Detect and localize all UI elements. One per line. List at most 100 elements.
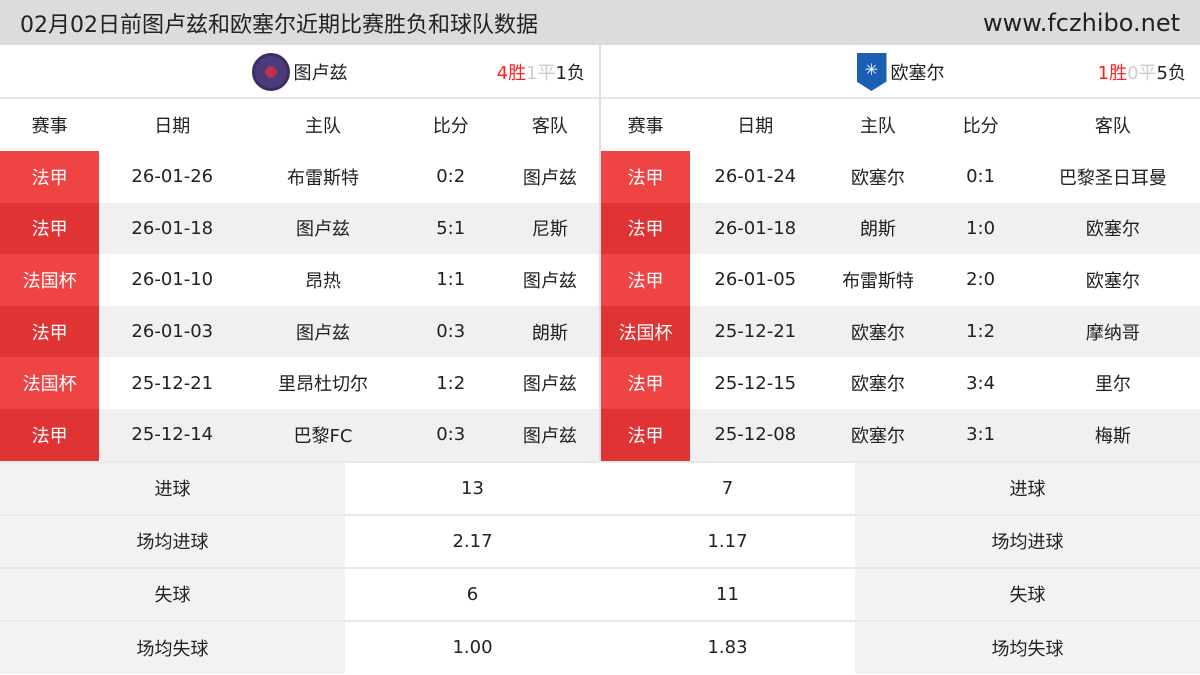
stat-value: 6 [345,566,600,621]
away-team[interactable]: 梅斯 [1025,408,1200,461]
home-team[interactable]: 布雷斯特 [841,270,914,292]
competition: 法甲 [0,151,100,203]
table-row: 法国杯 25-12-21 里昂杜切尔 1:2 图卢兹 [0,357,599,409]
stat-label: 失球 [0,566,345,621]
date: 26-01-24 [714,166,797,188]
home-team[interactable]: 欧塞尔 [820,305,936,358]
home-team[interactable]: 里昂杜切尔 [278,374,369,396]
team-name[interactable]: 图卢兹 [293,63,348,84]
stat-label: 场均进球 [855,513,1200,568]
table-row: 法甲 26-01-18 图卢兹 5:1 尼斯 [0,202,599,255]
column-header: 主队 [305,116,342,137]
date: 25-12-21 [690,305,821,358]
home-team[interactable]: 欧塞尔 [850,374,905,396]
away-team[interactable]: 尼斯 [500,202,599,255]
date: 25-12-14 [99,408,246,461]
competition: 法甲 [0,408,100,461]
date: 26-01-03 [99,305,246,358]
date: 25-12-15 [714,372,797,394]
home-team[interactable]: 朗斯 [820,202,936,255]
competition: 法甲 [601,254,691,306]
score: 1:2 [436,372,466,394]
away-team[interactable]: 图卢兹 [522,374,577,396]
stat-row: 失球 6 11 失球 [0,566,1200,621]
competition: 法国杯 [0,254,100,306]
home-team[interactable]: 昂热 [305,270,342,292]
column-header: 客队 [531,116,568,137]
column-header: 主队 [859,116,896,137]
score: 1:1 [436,269,466,291]
away-team[interactable]: 朗斯 [500,305,599,358]
team-name[interactable]: 欧塞尔 [890,63,945,84]
stat-value: 1.17 [600,513,855,568]
competition: 法国杯 [601,305,691,358]
stat-row: 场均失球 1.00 1.83 场均失球 [0,619,1200,674]
away-team[interactable]: 图卢兹 [522,270,577,292]
date: 26-01-18 [690,202,821,255]
column-header: 赛事 [31,116,68,137]
team-logo-icon: ✳ [856,53,887,91]
stat-label: 进球 [0,460,345,515]
score: 1:0 [935,202,1026,255]
team-header: ✳ 欧塞尔 1胜0平5负 [601,47,1200,99]
score: 0:1 [966,166,996,188]
match-table: 赛事 日期 主队 比分 客队 法甲 26-01-24 欧塞尔 0:1 巴黎圣日耳曼 法甲 26-01-… [601,99,1200,461]
page-title: 02月02日前图卢兹和欧塞尔近期比赛胜负和球队数据 [20,12,538,38]
table-row: 法国杯 25-12-21 欧塞尔 1:2 摩纳哥 [601,305,1200,358]
team-tables: 图卢兹 4胜1平1负 赛事 日期 主队 比分 客队法甲 26-01-26 布雷斯特 0:2 图卢… [0,45,1200,461]
stat-value: 7 [600,460,855,515]
losses: 5负 [1156,63,1186,84]
stat-row: 进球 13 7 进球 [0,460,1200,515]
score: 0:3 [400,408,501,461]
score: 2:0 [966,269,996,291]
home-team[interactable]: 欧塞尔 [820,408,936,461]
stat-label: 场均失球 [855,619,1200,674]
home-team[interactable]: 图卢兹 [245,202,401,255]
away-team[interactable]: 欧塞尔 [1025,202,1200,255]
table-row: 法甲 26-01-03 图卢兹 0:3 朗斯 [0,305,599,358]
right-team-panel: ✳ 欧塞尔 1胜0平5负 赛事 日期 主队 比分 客队 法甲 26-01-24 欧塞尔 0:1 巴… [601,45,1200,461]
date: 26-01-26 [131,166,214,188]
score: 0:3 [400,305,501,358]
stat-value: 2.17 [345,513,600,568]
losses: 1负 [555,63,585,84]
date: 25-12-21 [131,372,214,394]
home-team[interactable]: 图卢兹 [245,305,401,358]
score: 0:2 [436,166,466,188]
column-header: 客队 [1094,116,1131,137]
column-header: 日期 [737,116,774,137]
home-team[interactable]: 巴黎FC [245,408,401,461]
team-logo-icon [251,53,290,91]
score: 3:4 [966,372,996,394]
date: 26-01-18 [99,202,246,255]
away-team[interactable]: 巴黎圣日耳曼 [1058,167,1167,189]
column-header: 比分 [432,116,469,137]
stat-label: 失球 [855,566,1200,621]
table-row: 法甲 26-01-05 布雷斯特 2:0 欧塞尔 [601,254,1200,306]
competition: 法甲 [601,357,691,409]
table-row: 法甲 26-01-18 朗斯 1:0 欧塞尔 [601,202,1200,255]
score: 5:1 [400,202,501,255]
away-team[interactable]: 摩纳哥 [1025,305,1200,358]
date: 26-01-05 [714,269,797,291]
left-team-panel: 图卢兹 4胜1平1负 赛事 日期 主队 比分 客队法甲 26-01-26 布雷斯特 0:2 图卢… [0,45,599,461]
away-team[interactable]: 图卢兹 [500,408,599,461]
home-team[interactable]: 布雷斯特 [287,167,360,189]
home-team[interactable]: 欧塞尔 [850,167,905,189]
stat-value: 1.83 [600,619,855,674]
team-record: 1胜0平5负 [1098,59,1186,85]
table-header: 赛事 日期 主队 比分 客队 [0,99,599,151]
site-url[interactable]: www.fczhibo.net [983,8,1180,37]
away-team[interactable]: 图卢兹 [522,167,577,189]
away-team[interactable]: 里尔 [1094,374,1131,396]
away-team[interactable]: 欧塞尔 [1085,270,1140,292]
column-header: 比分 [962,116,999,137]
stat-row: 场均进球 2.17 1.17 场均进球 [0,513,1200,568]
stat-value: 1.00 [345,619,600,674]
column-header: 日期 [154,116,191,137]
draws: 1平 [526,63,556,84]
competition: 法甲 [601,202,691,255]
stat-label: 进球 [855,460,1200,515]
stat-value: 13 [345,460,600,515]
team-record: 4胜1平1负 [497,59,585,85]
